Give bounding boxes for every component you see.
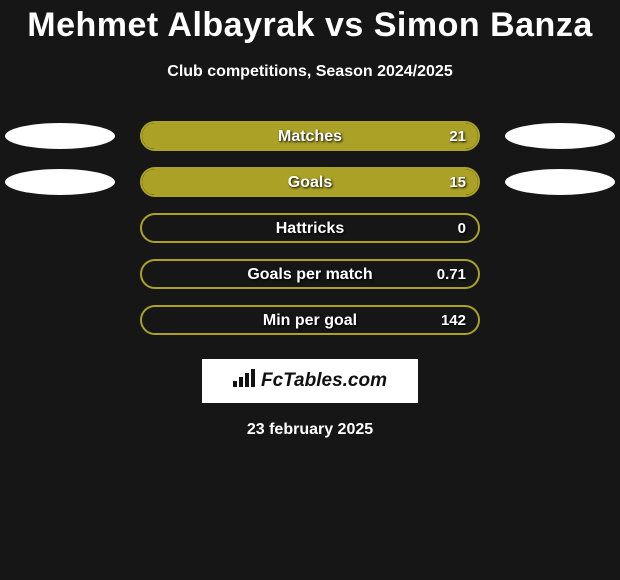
stat-bar: Goals per match0.71	[140, 259, 480, 289]
stat-label: Matches	[142, 123, 478, 151]
stat-row: Matches21	[0, 121, 620, 151]
stat-row: Goals per match0.71	[0, 259, 620, 289]
stat-row: Min per goal142	[0, 305, 620, 335]
logo-text-label: FcTables.com	[261, 370, 387, 392]
stat-row: Hattricks0	[0, 213, 620, 243]
left-pill	[5, 169, 115, 195]
page-subtitle: Club competitions, Season 2024/2025	[0, 63, 620, 81]
stats-panel: Matches21 Goals15 Hattricks0 Goals per matc…	[0, 121, 620, 335]
stat-value: 0	[458, 215, 466, 243]
site-logo: FcTables.com	[233, 369, 387, 393]
stat-bar: Matches21	[140, 121, 480, 151]
stat-label: Goals per match	[142, 261, 478, 289]
stat-bar: Goals15	[140, 167, 480, 197]
stat-value: 15	[449, 169, 466, 197]
stat-bar: Hattricks0	[140, 213, 480, 243]
page-title: Mehmet Albayrak vs Simon Banza	[0, 0, 620, 45]
left-pill	[5, 123, 115, 149]
stat-bar: Min per goal142	[140, 305, 480, 335]
right-pill	[505, 169, 615, 195]
bar-chart-icon	[233, 369, 255, 393]
date-label: 23 february 2025	[0, 421, 620, 439]
stat-label: Hattricks	[142, 215, 478, 243]
stat-value: 21	[449, 123, 466, 151]
right-pill	[505, 123, 615, 149]
stat-label: Goals	[142, 169, 478, 197]
stat-row: Goals15	[0, 167, 620, 197]
stat-value: 0.71	[437, 261, 466, 289]
logo-box: FcTables.com	[202, 359, 418, 403]
stat-value: 142	[441, 307, 466, 335]
stat-label: Min per goal	[142, 307, 478, 335]
